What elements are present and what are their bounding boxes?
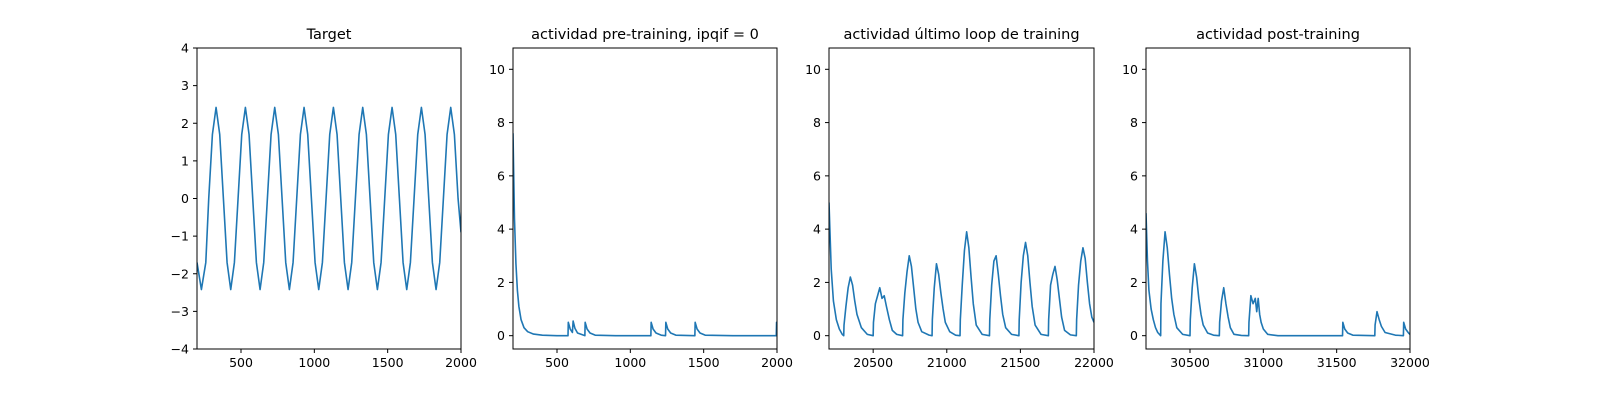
chart-title: actividad pre-training, ipqif = 0 [531, 27, 759, 43]
y-tick-label: 4 [497, 222, 505, 237]
y-tick-label: 0 [813, 328, 821, 343]
y-tick-label: 2 [497, 275, 505, 290]
x-tick-label: 1500 [372, 355, 404, 370]
y-tick-label: −1 [171, 229, 189, 244]
series-line [829, 202, 1094, 337]
plot-frame [1145, 47, 1411, 350]
chart-panel-4: actividad post-training 30500 31000 31500 32… [1122, 27, 1430, 370]
x-tick-label: 2000 [445, 355, 477, 370]
x-tick-label: 31000 [1243, 355, 1283, 370]
x-tick-label: 31500 [1317, 355, 1357, 370]
y-tick-label: 8 [813, 115, 821, 130]
x-tick-label: 30500 [1170, 355, 1210, 370]
y-tick-label: −3 [171, 304, 189, 319]
series-line [513, 133, 777, 337]
y-tick-label: −4 [171, 342, 189, 357]
x-tick-label: 2000 [761, 355, 793, 370]
y-tick-label: 2 [813, 275, 821, 290]
x-tick-label: 1000 [298, 355, 330, 370]
y-tick-label: 8 [1130, 115, 1138, 130]
y-tick-label: 2 [181, 116, 189, 131]
plot-frame [512, 47, 778, 350]
plot-frame [828, 47, 1095, 350]
y-tick-label: 10 [805, 62, 821, 77]
x-tick-label: 21000 [927, 355, 967, 370]
x-tick-label: 1000 [614, 355, 646, 370]
series-line [1146, 213, 1410, 337]
y-tick-label: 10 [489, 62, 505, 77]
y-tick-label: 0 [1130, 328, 1138, 343]
y-tick-label: 4 [813, 222, 821, 237]
x-tick-label: 1500 [688, 355, 720, 370]
y-tick-label: 2 [1130, 275, 1138, 290]
y-tick-label: 4 [181, 41, 189, 56]
y-tick-label: 0 [181, 191, 189, 206]
y-tick-label: 3 [181, 78, 189, 93]
x-tick-label: 32000 [1390, 355, 1430, 370]
y-tick-label: 0 [497, 328, 505, 343]
chart-title: actividad último loop de training [843, 27, 1079, 43]
chart-panel-2: actividad pre-training, ipqif = 0 500 1000… [489, 27, 793, 370]
chart-panel-1: Target 500 1000 1500 2000 −4 −3 −2 −1 0 1 2 3 4 [171, 27, 477, 370]
plot-frame [196, 47, 462, 350]
y-tick-label: −2 [171, 266, 189, 281]
chart-title: actividad post-training [1196, 27, 1360, 43]
chart-title: Target [306, 27, 352, 43]
y-tick-label: 6 [813, 168, 821, 183]
x-tick-label: 500 [545, 355, 569, 370]
y-tick-label: 4 [1130, 222, 1138, 237]
y-tick-label: 6 [497, 168, 505, 183]
x-tick-label: 21500 [1001, 355, 1041, 370]
y-tick-label: 1 [181, 153, 189, 168]
x-tick-label: 22000 [1074, 355, 1114, 370]
y-tick-label: 8 [497, 115, 505, 130]
y-tick-label: 10 [1122, 62, 1138, 77]
x-tick-label: 500 [229, 355, 253, 370]
y-tick-label: 6 [1130, 168, 1138, 183]
series-line [197, 106, 461, 291]
x-tick-label: 20500 [853, 355, 893, 370]
